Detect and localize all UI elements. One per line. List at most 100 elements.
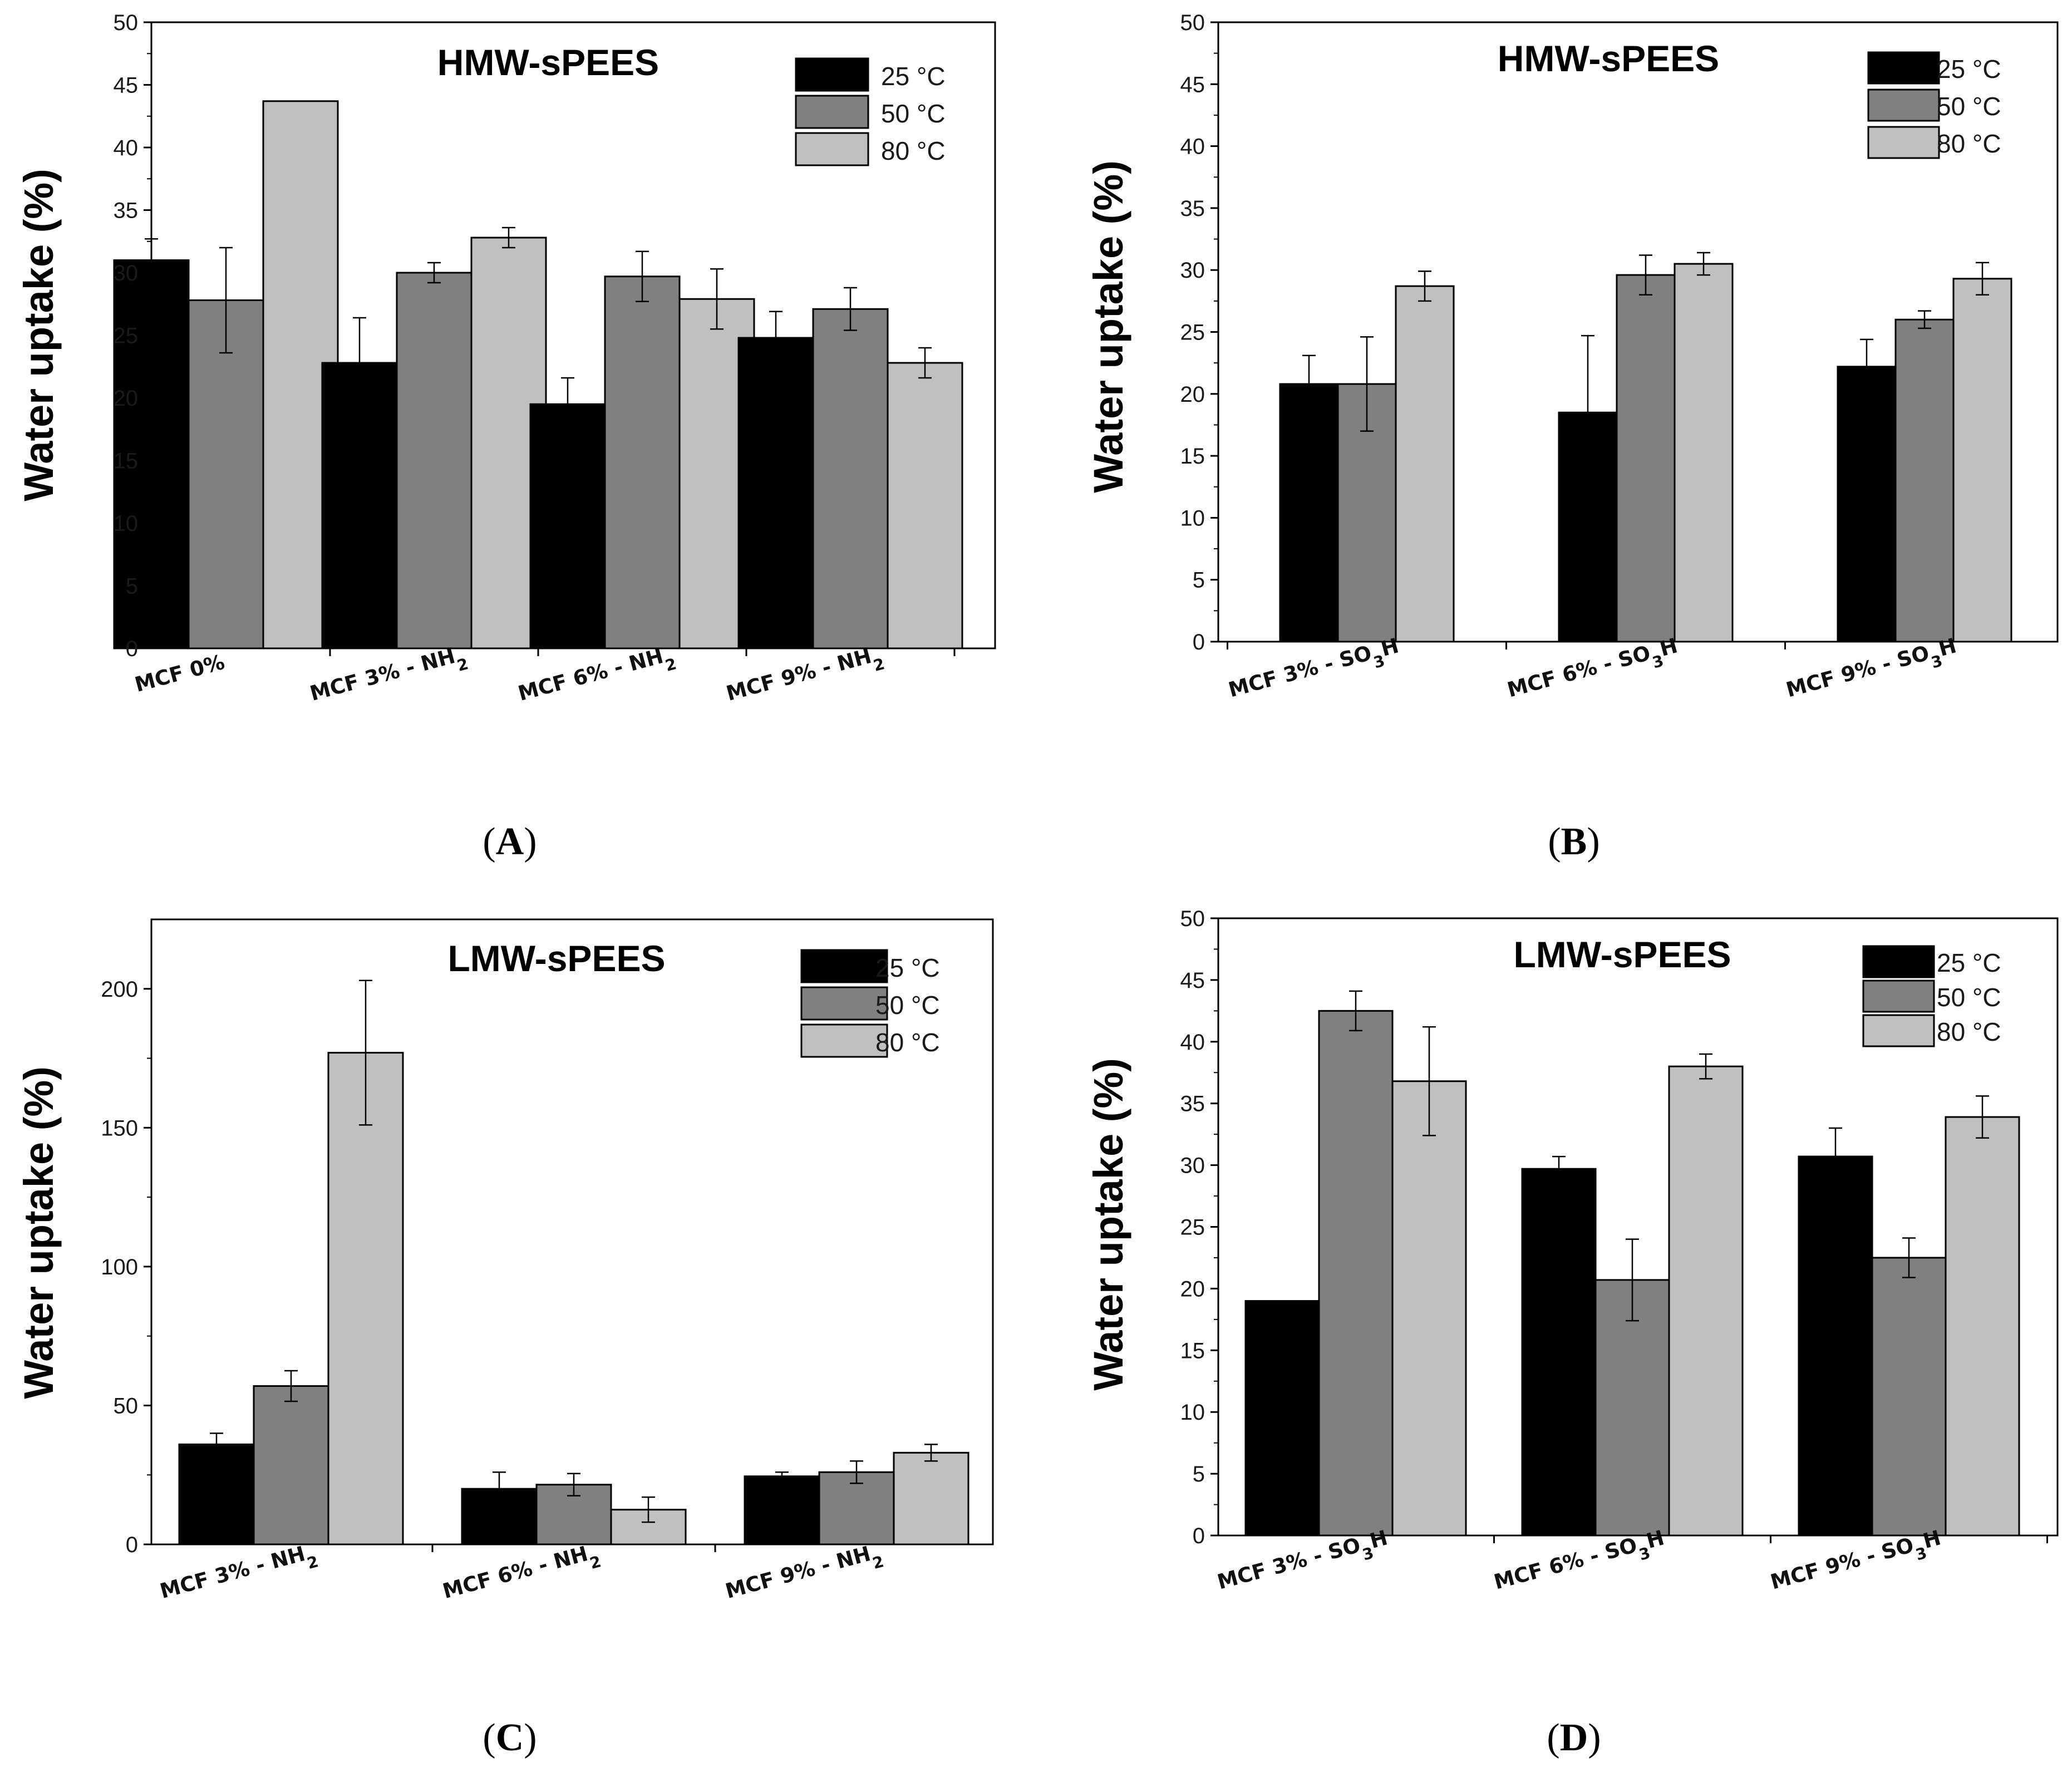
y-tick-label: 50 [1180, 11, 1205, 35]
y-tick-label: 0 [126, 637, 138, 661]
legend-label: 80 °C [881, 136, 946, 165]
error-bar-50C-1 [1626, 1238, 1639, 1322]
legend-label: 50 °C [1937, 92, 2001, 121]
subscript: 2 [588, 1552, 603, 1573]
legend: 25 °C 50 °C 80 °C [1862, 945, 2001, 1047]
bar-80C-2 [1952, 278, 2012, 643]
error-bar-50C-0 [219, 247, 233, 354]
chart-panel-c: MCF 3% - NH2 MCF 6% - NH2 MCF 9% - NH2 0 50 1… [16, 918, 994, 1759]
category-label: MCF 9% - SO3H [1768, 1525, 1946, 1602]
y-tick-label: 30 [114, 261, 139, 285]
subscript: 2 [305, 1552, 320, 1573]
error-bar-80C-1 [642, 1496, 655, 1523]
legend-swatch [800, 986, 888, 1021]
error-bar-25C-3 [769, 311, 782, 365]
legend-label: 25 °C [1937, 55, 2001, 83]
category-label: MCF 6% - SO3H [1492, 1525, 1669, 1602]
error-bar-50C-1 [567, 1473, 580, 1497]
legend-label: 50 °C [1937, 983, 2001, 1012]
bar-25C-1 [1521, 1168, 1597, 1537]
y-tick-label: 200 [101, 977, 138, 1002]
chart-panel-a: MCF 0% MCF 3% - NH2 MCF 6% - NH2 MCF 9% - N… [16, 11, 996, 863]
category-label: MCF 3% - SO3H [1226, 633, 1404, 710]
error-bar-25C-2 [1860, 338, 1873, 395]
legend: 25 °C 50 °C 80 °C [1867, 51, 2001, 159]
panel-letter: A [496, 820, 524, 863]
y-tick-label: 20 [1180, 1277, 1205, 1301]
legend-label: 50 °C [881, 99, 946, 128]
legend-swatch [800, 1023, 888, 1058]
y-tick-label: 35 [114, 199, 139, 223]
subscript: 2 [455, 654, 470, 675]
error-bar-50C-0 [1360, 336, 1374, 432]
error-bar-50C-3 [844, 287, 857, 331]
error-bar-50C-0 [1349, 990, 1362, 1032]
chart-title: HMW-sPEES [437, 42, 659, 83]
category-label: MCF 0% [132, 650, 227, 697]
legend-swatch [1862, 979, 1935, 1013]
y-tick-label: 40 [1180, 135, 1205, 159]
panel-letter: C [496, 1716, 524, 1759]
error-bar-50C-0 [284, 1370, 298, 1402]
bar-80C-1 [1674, 263, 1734, 643]
y-tick-label: 50 [114, 11, 139, 35]
bar-25C-2 [1837, 366, 1897, 643]
subscript: 2 [872, 654, 887, 675]
bar-80C-1 [1668, 1065, 1744, 1537]
y-tick-label: 40 [114, 136, 139, 160]
bar-50C-2 [1894, 318, 1955, 643]
panel-label: (D) [1547, 1716, 1601, 1759]
legend: 25 °C 50 °C 80 °C [800, 949, 940, 1058]
panel-letter: D [1560, 1716, 1588, 1759]
legend-swatch [1867, 88, 1940, 122]
bar-50C-0 [253, 1385, 329, 1545]
y-tick-label: 10 [1180, 506, 1205, 530]
legend: 25 °C 50 °C 80 °C [795, 57, 946, 166]
chart-panel-d: MCF 3% - SO3H MCF 6% - SO3H MCF 9% - SO3H 0… [1085, 907, 2059, 1759]
y-axis-label: Water uptake (%) [16, 169, 62, 501]
error-bar-80C-2 [1976, 262, 1989, 296]
error-bar-50C-2 [1918, 310, 1931, 329]
error-bar-80C-0 [1418, 270, 1431, 302]
bar-80C-3 [887, 362, 963, 649]
y-axis-label: Water uptake (%) [1085, 1058, 1131, 1391]
legend-swatch [795, 95, 869, 129]
error-bar-80C-2 [924, 1444, 938, 1462]
plot-frame [150, 21, 996, 649]
y-tick-label: 5 [1193, 568, 1205, 593]
bar-50C-1 [396, 272, 473, 649]
category-label: MCF 6% - SO3H [1505, 633, 1682, 710]
legend-swatch [795, 57, 869, 92]
category-label: MCF 3% - NH2 [307, 641, 470, 713]
y-tick-label: 5 [1193, 1462, 1205, 1486]
y-tick-label: 30 [1180, 258, 1205, 283]
y-tick-label: 0 [126, 1533, 138, 1557]
legend-swatch [1867, 126, 1940, 159]
plot-frame [1217, 917, 2059, 1537]
error-bar-80C-1 [1697, 252, 1710, 276]
legend-label: 80 °C [1937, 129, 2001, 158]
y-tick-label: 25 [1180, 321, 1205, 345]
plot-frame [150, 918, 994, 1545]
y-tick-label: 25 [114, 324, 139, 348]
y-tick-label: 25 [1180, 1215, 1205, 1240]
legend-label: 80 °C [1937, 1017, 2001, 1046]
chart-panel-b: MCF 3% - SO3H MCF 6% - SO3H MCF 9% - SO3H 0… [1085, 11, 2059, 863]
y-tick-label: 40 [1180, 1030, 1205, 1055]
error-bar-25C-2 [775, 1471, 789, 1481]
bar-80C-2 [1945, 1116, 2020, 1537]
y-tick-label: 10 [114, 511, 139, 536]
y-axis-label: Water uptake (%) [1085, 160, 1131, 493]
panel-label: (A) [483, 820, 537, 863]
bar-25C-0 [1244, 1300, 1320, 1537]
y-tick-label: 35 [1180, 196, 1205, 221]
y-tick-label: 0 [1193, 630, 1205, 654]
bar-25C-0 [1279, 383, 1339, 643]
error-bar-25C-1 [1552, 1155, 1566, 1182]
error-bar-25C-0 [1302, 355, 1316, 414]
chart-title: LMW-sPEES [447, 938, 665, 979]
y-tick-label: 45 [114, 73, 139, 98]
error-bar-50C-1 [1639, 254, 1652, 296]
bar-80C-0 [1391, 1080, 1467, 1537]
